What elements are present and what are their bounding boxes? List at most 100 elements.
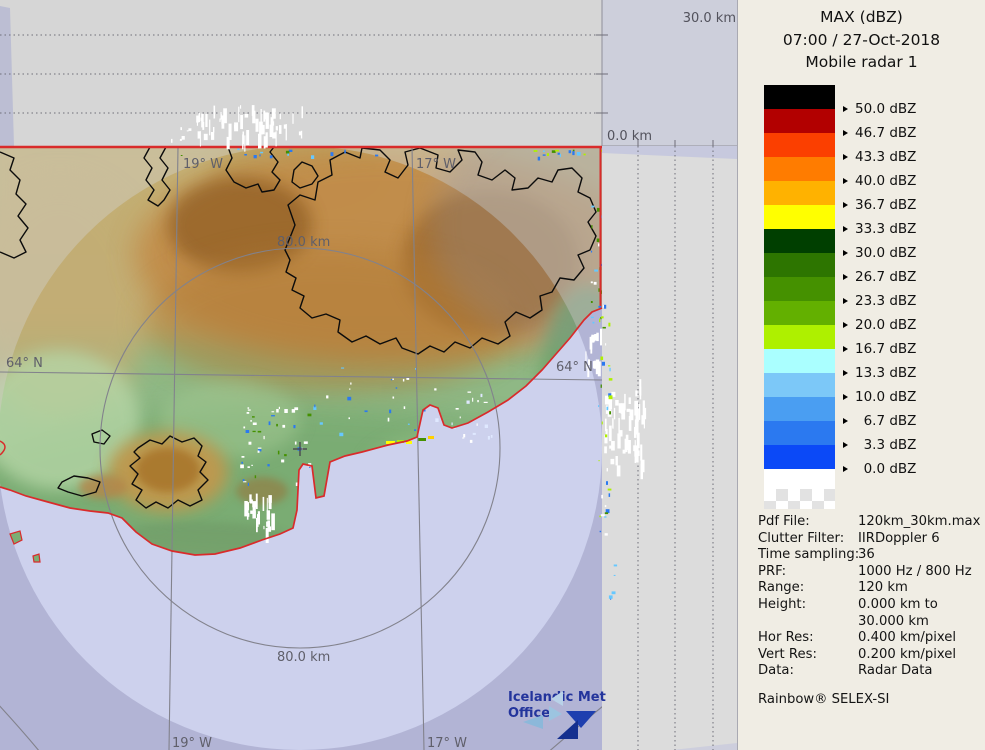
scale-tick-arrow-icon [843,130,848,136]
scale-tick-arrow-icon [843,202,848,208]
scale-band-label: 46.7 dBZ [843,124,916,142]
range-ring-80km [99,247,501,649]
metadata-row: Time sampling: 36 [758,547,875,563]
color-scale: 50.0 dBZ 46.7 dBZ 43.3 dBZ 40.0 dBZ 36.7 dBZ… [764,85,979,515]
scale-tick-arrow-icon [843,106,848,112]
scale-band-label: 13.3 dBZ [843,364,916,382]
sea-wedge-right-strip [602,146,737,159]
scale-band-label: 6.7 dBZ [843,412,916,430]
scale-band-label: 40.0 dBZ [843,172,916,190]
scale-tick-arrow-icon [843,250,848,256]
scale-band [764,349,835,373]
scale-band-label: 23.3 dBZ [843,292,916,310]
logo-text-line2: Office [508,706,550,721]
scale-band [764,181,835,205]
scale-band [764,421,835,445]
scale-band-label: 10.0 dBZ [843,388,916,406]
metadata-row: Data: Radar Data [758,663,933,679]
metadata-list: Pdf File: 120km_30km.max Clutter Filter: II… [758,514,982,680]
radar-map: 19° W 17° W 19° W 17° W 64° N 64° N 80.0… [0,145,606,750]
scale-tick-arrow-icon [843,226,848,232]
metadata-row: Height: 0.000 km to [758,596,938,612]
scale-tick-arrow-icon [843,442,848,448]
scale-tick-arrow-icon [843,346,848,352]
scale-band [764,253,835,277]
metadata-row: PRF: 1000 Hz / 800 Hz [758,563,972,579]
data-boundary [0,145,603,556]
lon-19w-bottom-label: 19° W [172,736,212,750]
meridian-19w [168,146,179,750]
vendor-line: Rainbow® SELEX-SI [758,692,890,707]
legend-panel: MAX (dBZ) 07:00 / 27-Oct-2018 Mobile rad… [737,0,985,750]
logo-triangles-icon [523,691,596,739]
height-min-label: 0.0 km [607,129,652,144]
scale-band [764,397,835,421]
lat-64n-right-label: 64° N [556,360,593,375]
scale-tick-arrow-icon [843,298,848,304]
scale-band [764,205,835,229]
range-80km-top-label: 80.0 km [277,235,330,250]
graticule [0,146,602,750]
scale-band [764,373,835,397]
scale-tick-arrow-icon [843,274,848,280]
range-80km-bottom-label: 80.0 km [277,650,330,665]
scale-tick-arrow-icon [843,394,848,400]
scale-band-label: 20.0 dBZ [843,316,916,334]
radar-name: Mobile radar 1 [805,53,918,71]
radar-site-crosshair [293,442,307,456]
metadata-row: Pdf File: 120km_30km.max [758,514,981,529]
metadata-row: Clutter Filter: IIRDoppler 6 [758,530,940,546]
metadata-row: 30.000 km [858,613,929,629]
scale-band [764,445,835,469]
glacier-contours [0,146,597,509]
top-cross-section-strip [0,0,602,146]
height-max-label: 30.0 km [683,11,736,26]
glacier-hofsjokull [225,146,281,193]
scale-band-label: 33.3 dBZ [843,220,916,238]
glacier-kerlingarfjoll [291,161,319,189]
scale-band [764,301,835,325]
scale-tick-arrow-icon [843,466,848,472]
scale-band [764,85,835,109]
map-canvas[interactable]: 30.0 km 0.0 km [0,0,737,750]
scale-band [764,277,835,301]
scale-band [764,229,835,253]
scale-band-transparent [764,489,835,509]
glacier-myrdalsjokull [129,435,209,509]
metadata-row: Range: 120 km [758,580,908,596]
product-datetime: 07:00 / 27-Oct-2018 [782,31,941,49]
lat-64n-left-label: 64° N [6,356,43,371]
product-title: MAX (dBZ) [820,8,903,26]
scale-band-label: 43.3 dBZ [843,148,916,166]
scale-band-label: 16.7 dBZ [843,340,916,358]
scale-tick-arrow-icon [843,178,848,184]
right-cross-section-strip [602,146,737,750]
scale-band-label: 50.0 dBZ [843,100,916,118]
scale-tick-arrow-icon [843,322,848,328]
sea-wedge-top-strip [0,6,14,146]
glacier-vatnajokull [284,147,597,355]
parallel-64n [0,371,602,381]
scale-band [764,157,835,181]
coast-inlet-left [0,440,6,456]
scale-band-label: 30.0 dBZ [843,244,916,262]
scale-band-label: 36.7 dBZ [843,196,916,214]
scale-band [764,325,835,349]
scale-band [764,133,835,157]
lon-17w-bottom-label: 17° W [427,736,467,750]
glacier-left-edge [0,151,29,259]
meridian-17w [411,146,425,750]
metadata-row: Vert Res: 0.200 km/pixel [758,646,957,662]
scale-band-below-zero [764,469,835,489]
scale-band-label: 3.3 dBZ [843,436,916,454]
metadata-row: Hor Res: 0.400 km/pixel [758,630,957,646]
scale-band-label: 0.0 dBZ [843,460,916,478]
lon-17w-top-label: 17° W [416,157,456,172]
scale-band [764,109,835,133]
glacier-eyjafjallajokull [57,475,101,497]
scale-band-label: 26.7 dBZ [843,268,916,286]
coastline-red [0,307,603,556]
height-scale-corner: 30.0 km 0.0 km [596,0,737,152]
scale-tick-arrow-icon [843,154,848,160]
lon-19w-top-label: 19° W [183,157,223,172]
